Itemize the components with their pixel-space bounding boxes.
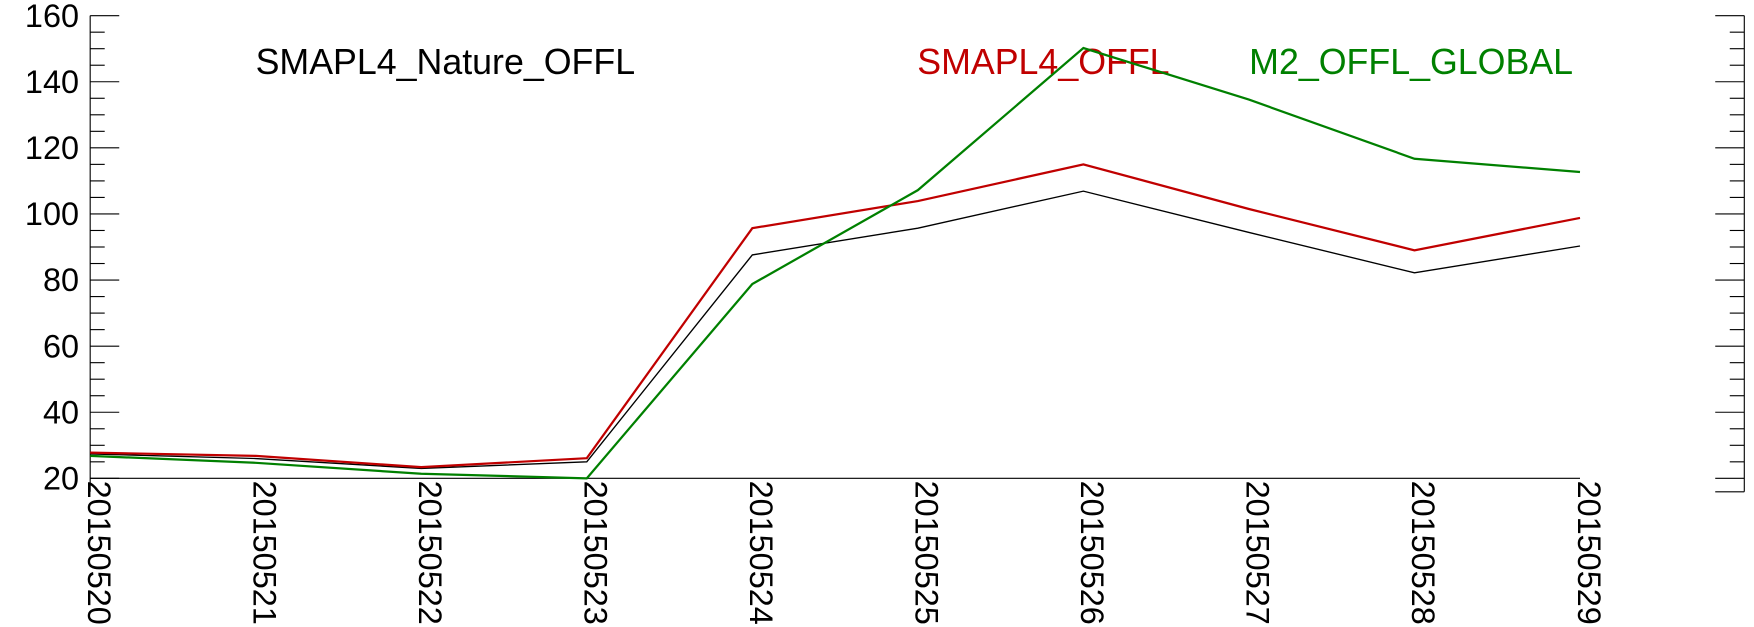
x-tick-label: 20150525 — [909, 481, 945, 625]
y-tick-label: 100 — [25, 196, 79, 232]
y-tick-label: 80 — [43, 262, 79, 298]
x-tick-label: 20150528 — [1405, 481, 1441, 625]
legend-label: SMAPL4_Nature_OFFL — [256, 42, 636, 82]
x-tick-label: 20150527 — [1240, 481, 1276, 625]
x-tick-label: 20150520 — [81, 481, 117, 625]
y-tick-label: 60 — [43, 328, 79, 364]
y-tick-label: 140 — [25, 64, 79, 100]
y-tick-label: 20 — [43, 461, 79, 497]
x-tick-label: 20150523 — [578, 481, 614, 625]
series-line — [90, 46, 1581, 480]
x-tick-label: 20150522 — [412, 481, 448, 625]
x-tick-label: 20150524 — [743, 481, 779, 625]
y-tick-label: 160 — [25, 0, 79, 34]
y-tick-label: 40 — [43, 394, 79, 430]
x-tick-label: 20150526 — [1074, 481, 1110, 625]
x-tick-label: 20150521 — [246, 481, 282, 625]
legend-label: M2_OFFL_GLOBAL — [1249, 42, 1573, 82]
x-tick-label: 20150529 — [1571, 481, 1607, 625]
series-line — [90, 190, 1581, 470]
legend-label: SMAPL4_OFFL — [917, 42, 1169, 82]
series-line — [90, 163, 1581, 469]
y-tick-label: 120 — [25, 130, 79, 166]
